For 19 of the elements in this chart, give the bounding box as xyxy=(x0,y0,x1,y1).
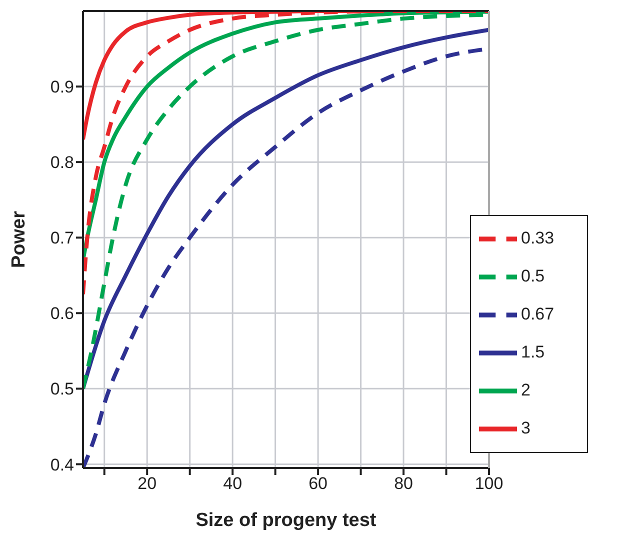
legend-label: 0.33 xyxy=(521,228,554,248)
y-tick-label: 0.5 xyxy=(50,380,74,399)
y-tick-label: 0.8 xyxy=(50,153,74,172)
y-tick-label: 0.9 xyxy=(50,78,74,97)
y-tick-label: 0.4 xyxy=(50,455,74,474)
x-tick-label: 40 xyxy=(223,474,242,494)
y-axis-title: Power xyxy=(8,210,30,268)
x-tick-label: 20 xyxy=(138,474,157,494)
legend-label: 3 xyxy=(521,418,530,438)
legend-label: 0.5 xyxy=(521,266,545,286)
legend-label: 0.67 xyxy=(521,304,554,324)
legend-label: 1.5 xyxy=(521,342,545,362)
legend-label: 2 xyxy=(521,380,530,400)
x-axis-title: Size of progeny test xyxy=(196,510,377,531)
y-tick-label: 0.7 xyxy=(50,228,74,248)
x-tick-label: 100 xyxy=(474,474,504,494)
x-tick-label: 60 xyxy=(308,474,328,494)
x-tick-label: 80 xyxy=(394,474,413,494)
y-tick-label: 0.6 xyxy=(50,304,74,324)
